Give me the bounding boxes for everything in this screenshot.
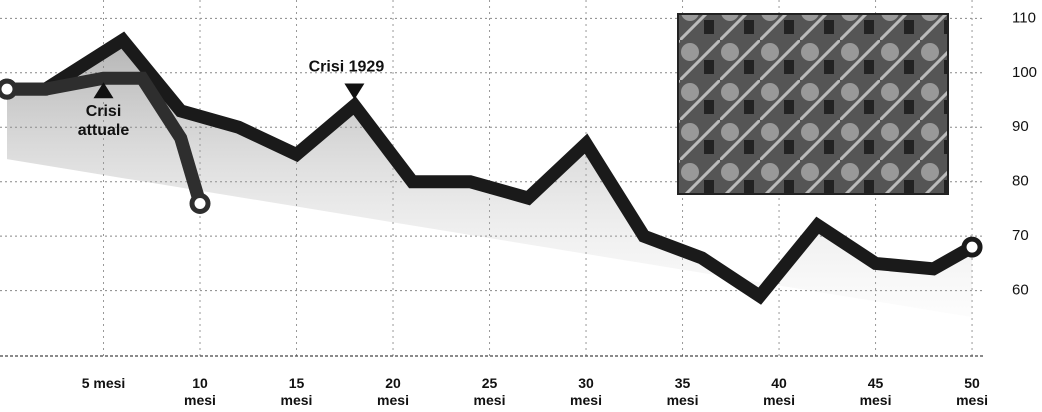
end-marker xyxy=(964,239,980,255)
x-tick-label: 15 mesi xyxy=(275,375,319,409)
x-tick-label: 20 mesi xyxy=(371,375,415,409)
chart: 60708090100110Crisi 1929Crisiattuale xyxy=(0,0,1042,412)
end-marker xyxy=(192,196,208,212)
y-tick-label: 110 xyxy=(1012,9,1036,26)
y-tick-label: 60 xyxy=(1012,282,1029,299)
x-tick-label: 25 mesi xyxy=(468,375,512,409)
y-tick-label: 70 xyxy=(1012,227,1029,244)
photo xyxy=(678,14,948,194)
x-tick-label: 35 mesi xyxy=(661,375,705,409)
x-tick-label: 40 mesi xyxy=(757,375,801,409)
x-tick-label: 50 mesi xyxy=(950,375,994,409)
x-tick-label: 5 mesi xyxy=(82,375,126,392)
y-tick-label: 100 xyxy=(1012,64,1037,81)
y-tick-label: 90 xyxy=(1012,118,1029,135)
x-tick-label: 10 mesi xyxy=(178,375,222,409)
series-label: Crisi 1929 xyxy=(309,59,385,76)
end-marker xyxy=(0,81,15,97)
x-tick-label: 30 mesi xyxy=(564,375,608,409)
chart-root: 60708090100110Crisi 1929Crisiattuale 5 m… xyxy=(0,0,1042,412)
pointer xyxy=(344,83,364,99)
x-tick-label: 45 mesi xyxy=(854,375,898,409)
y-tick-label: 80 xyxy=(1012,173,1029,190)
